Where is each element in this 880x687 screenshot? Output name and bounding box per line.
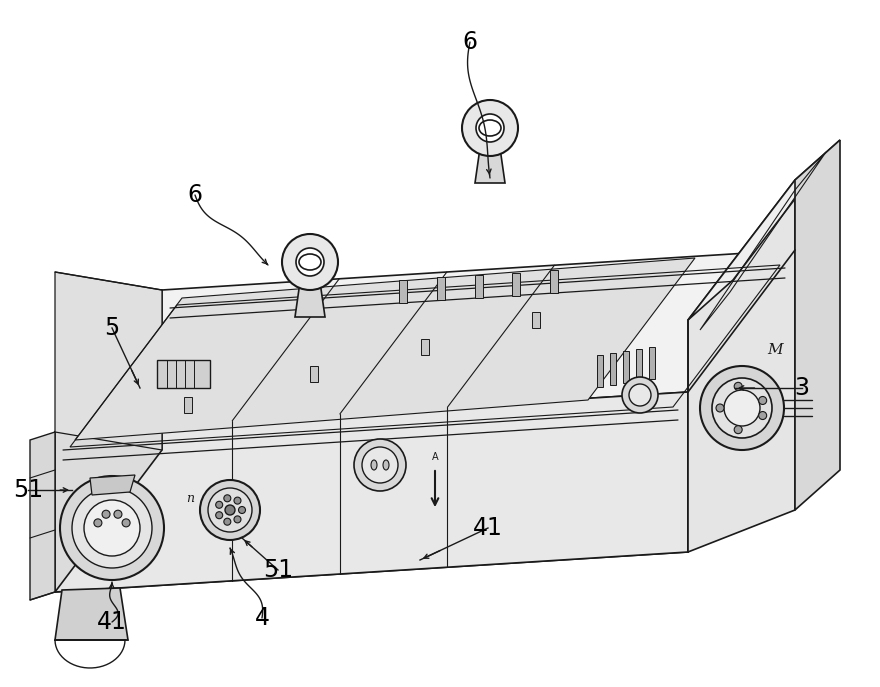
Circle shape	[462, 100, 518, 156]
Polygon shape	[688, 140, 840, 320]
Circle shape	[700, 366, 784, 450]
Polygon shape	[421, 339, 429, 355]
Polygon shape	[474, 275, 482, 298]
Text: 51: 51	[13, 478, 43, 502]
Circle shape	[476, 114, 504, 142]
Circle shape	[712, 378, 772, 438]
Circle shape	[362, 447, 398, 483]
Text: 6: 6	[187, 183, 202, 207]
Polygon shape	[55, 588, 128, 640]
Circle shape	[234, 497, 241, 504]
Circle shape	[208, 488, 252, 532]
Circle shape	[734, 383, 742, 390]
Polygon shape	[610, 353, 616, 385]
Polygon shape	[157, 360, 210, 388]
Circle shape	[216, 512, 223, 519]
Polygon shape	[55, 392, 688, 592]
Circle shape	[282, 234, 338, 290]
Text: n: n	[186, 491, 194, 504]
Circle shape	[200, 480, 260, 540]
Polygon shape	[55, 250, 795, 432]
Text: 5: 5	[105, 316, 120, 340]
Polygon shape	[55, 410, 795, 592]
Circle shape	[759, 396, 766, 405]
Circle shape	[629, 384, 651, 406]
Ellipse shape	[383, 460, 389, 470]
Ellipse shape	[371, 460, 377, 470]
Circle shape	[234, 516, 241, 523]
Polygon shape	[688, 250, 795, 552]
Circle shape	[94, 519, 102, 527]
Polygon shape	[795, 140, 840, 510]
Circle shape	[84, 500, 140, 556]
Circle shape	[296, 248, 324, 276]
Text: A: A	[432, 452, 438, 462]
Polygon shape	[649, 347, 655, 379]
Circle shape	[724, 390, 760, 426]
Circle shape	[216, 502, 223, 508]
Circle shape	[72, 488, 152, 568]
Polygon shape	[551, 270, 559, 293]
Polygon shape	[184, 397, 192, 414]
Polygon shape	[55, 272, 162, 450]
Text: 4: 4	[254, 606, 269, 630]
Circle shape	[238, 506, 246, 513]
Polygon shape	[475, 148, 505, 183]
Polygon shape	[90, 475, 135, 495]
Circle shape	[354, 439, 406, 491]
Text: M: M	[767, 343, 783, 357]
Text: 3: 3	[795, 376, 810, 400]
Polygon shape	[310, 366, 318, 382]
Circle shape	[114, 510, 122, 518]
Polygon shape	[623, 351, 629, 383]
Text: 51: 51	[263, 558, 293, 582]
Circle shape	[225, 505, 235, 515]
Polygon shape	[532, 312, 540, 328]
Polygon shape	[597, 355, 603, 387]
Polygon shape	[30, 432, 55, 600]
Polygon shape	[512, 273, 520, 295]
Polygon shape	[399, 280, 407, 303]
Circle shape	[734, 426, 742, 433]
Polygon shape	[636, 349, 642, 381]
Ellipse shape	[479, 120, 501, 136]
Text: 6: 6	[463, 30, 478, 54]
Circle shape	[224, 495, 231, 502]
Circle shape	[759, 412, 766, 420]
Text: 41: 41	[97, 610, 127, 634]
Polygon shape	[436, 278, 444, 300]
Polygon shape	[55, 290, 162, 592]
Ellipse shape	[299, 254, 321, 270]
Polygon shape	[295, 282, 325, 317]
Circle shape	[122, 519, 130, 527]
Polygon shape	[688, 180, 795, 552]
Polygon shape	[75, 258, 695, 440]
Circle shape	[622, 377, 658, 413]
Circle shape	[102, 510, 110, 518]
Circle shape	[224, 518, 231, 525]
Text: 41: 41	[473, 516, 503, 540]
Circle shape	[716, 404, 724, 412]
Circle shape	[60, 476, 164, 580]
